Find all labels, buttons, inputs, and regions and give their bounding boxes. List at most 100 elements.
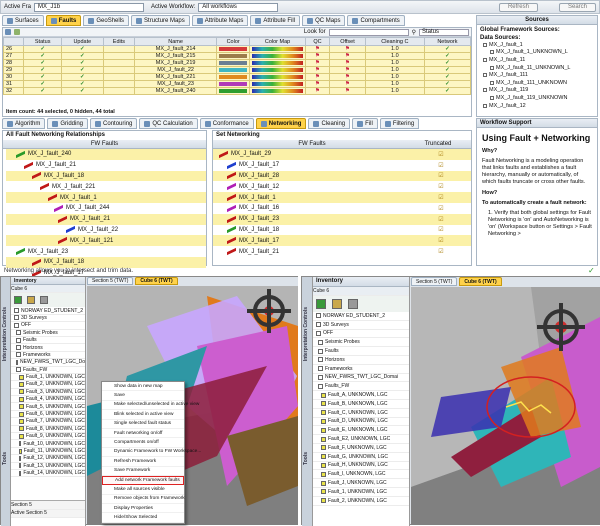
color-cell[interactable] xyxy=(216,87,251,95)
inventory-item[interactable]: 3D Surveys xyxy=(313,321,409,330)
visibility-check-icon[interactable] xyxy=(321,454,326,460)
context-menu-item[interactable]: Hide/Show Selected xyxy=(102,513,184,523)
colormap-cell[interactable] xyxy=(249,80,306,88)
settings-icon[interactable] xyxy=(40,296,48,305)
inventory-item[interactable]: Seismic Probes xyxy=(313,338,409,348)
relationship-row[interactable]: MX_J_fault_1 xyxy=(6,192,206,203)
column-header[interactable]: Color xyxy=(216,37,251,46)
column-header[interactable]: Color Map xyxy=(249,37,306,46)
status-cell[interactable]: ✓ xyxy=(23,80,63,88)
relationship-row[interactable]: MX_J_fault_121 xyxy=(6,235,206,247)
context-menu-item[interactable]: Blink selected in active view xyxy=(102,410,184,420)
visibility-check-icon[interactable] xyxy=(16,359,18,365)
tool-tab[interactable]: Filtering xyxy=(379,118,420,129)
visibility-check-icon[interactable] xyxy=(316,313,321,319)
folder-icon[interactable] xyxy=(27,296,35,305)
relationship-row[interactable]: MX_J_fault_21 xyxy=(6,160,206,171)
inventory-item[interactable]: Fault_J, UNKNOWN, LGC xyxy=(313,479,409,488)
inventory-item[interactable]: Faults xyxy=(313,347,409,356)
inventory-item[interactable]: Fault_1, UNKNOWN, LGC xyxy=(313,488,409,497)
set-network-row[interactable]: MX_J_fault_18 ☑ xyxy=(213,225,471,236)
tool-tab[interactable]: Gridding xyxy=(47,118,89,129)
visibility-check-icon[interactable] xyxy=(321,436,326,442)
visibility-check-icon[interactable] xyxy=(16,337,21,343)
visibility-check-icon[interactable] xyxy=(321,489,326,495)
set-network-row[interactable]: MX_J_fault_17 ☑ xyxy=(213,160,471,171)
qc-cell[interactable]: ⚑ xyxy=(304,73,331,81)
source-check-icon[interactable] xyxy=(483,42,487,47)
set-network-row[interactable]: MX_J_fault_21 ☑ xyxy=(213,246,471,257)
inventory-item[interactable]: Fault_2, UNKNOWN, LGC xyxy=(11,381,85,389)
inventory-item[interactable]: Fault_1, UNKNOWN, LGC xyxy=(11,374,85,382)
network-cell[interactable]: ✓ xyxy=(423,45,472,53)
column-header[interactable]: Status xyxy=(23,37,63,46)
status-cell[interactable]: ✓ xyxy=(23,52,63,60)
left-tools-tab[interactable]: Tools xyxy=(2,452,8,465)
visibility-check-icon[interactable] xyxy=(19,463,22,469)
name-cell[interactable]: MX_J_fault_219 xyxy=(134,59,218,67)
right-settings-icon[interactable] xyxy=(348,299,358,309)
context-menu-item[interactable]: Compartments on/off xyxy=(102,438,184,448)
inventory-item[interactable]: Frameworks xyxy=(313,365,409,374)
qc-cell[interactable]: ⚑ xyxy=(304,87,331,95)
truncated-checkbox[interactable]: ☑ xyxy=(438,173,444,180)
visibility-check-icon[interactable] xyxy=(321,462,326,468)
inventory-item[interactable]: Fault_7, UNKNOWN, LGC xyxy=(11,418,85,426)
source-check-icon[interactable] xyxy=(483,57,487,62)
visibility-check-icon[interactable] xyxy=(318,366,323,372)
inventory-item[interactable]: NORWAY ED_STUDENT_2 xyxy=(11,307,85,315)
main-tab[interactable]: Surfaces xyxy=(2,15,44,26)
truncated-checkbox[interactable]: ☑ xyxy=(438,195,444,202)
source-check-icon[interactable] xyxy=(490,65,494,70)
status-cell[interactable]: ✓ xyxy=(23,45,63,53)
truncated-checkbox[interactable]: ☑ xyxy=(438,249,444,256)
set-network-row[interactable]: MX_J_fault_29 ☑ xyxy=(213,149,471,160)
inventory-item[interactable]: Fault_4, UNKNOWN, LGC xyxy=(11,396,85,404)
source-item[interactable]: MX_J_fault_1_UNKNOWN_L xyxy=(480,49,594,57)
table-row[interactable]: 31 ✓ ✓ MX_J_fault_23 ⚑ ⚑ 1.0 ✓ xyxy=(2,80,472,88)
inventory-item[interactable]: Fault_8, UNKNOWN, LGC xyxy=(11,426,85,434)
qc-cell[interactable]: ⚑ xyxy=(304,66,331,74)
offset-cell[interactable]: ⚑ xyxy=(329,66,366,74)
table-row[interactable]: 26 ✓ ✓ MX_J_fault_214 ⚑ ⚑ 1.0 ✓ xyxy=(2,45,472,53)
column-header[interactable]: Update xyxy=(61,37,104,46)
offset-cell[interactable]: ⚑ xyxy=(329,59,366,67)
context-menu-item[interactable]: Display Properties xyxy=(102,504,184,514)
right-tools-tab[interactable]: Tools xyxy=(303,452,309,465)
source-check-icon[interactable] xyxy=(483,103,487,108)
truncated-checkbox[interactable]: ☑ xyxy=(438,205,444,212)
main-tab[interactable]: Attribute Maps xyxy=(191,15,249,26)
inventory-item[interactable]: Horizons xyxy=(11,344,85,352)
left-interpretation-tab[interactable]: Interpretation Controls xyxy=(2,307,8,362)
visibility-check-icon[interactable] xyxy=(321,392,326,398)
qc-cell[interactable]: ⚑ xyxy=(304,52,331,60)
table-toolbar-icon-2[interactable] xyxy=(14,29,20,35)
relationship-row[interactable]: MX_J_fault_23 xyxy=(6,246,206,257)
inventory-item[interactable]: Fault_12, UNKNOWN, LGC xyxy=(11,455,85,463)
table-row[interactable]: 30 ✓ ✓ MX_J_fault_221 ⚑ ⚑ 1.0 ✓ xyxy=(2,73,472,81)
relationship-row[interactable]: MX_J_fault_221 xyxy=(6,181,206,192)
context-menu-item[interactable]: Dynamic Framework to FW Workspace... xyxy=(102,448,201,458)
right-folder-icon[interactable] xyxy=(332,299,342,309)
inventory-item[interactable]: Fault_5, UNKNOWN, LGC xyxy=(11,403,85,411)
inventory-item[interactable]: 3D Surveys xyxy=(11,315,85,323)
visibility-check-icon[interactable] xyxy=(19,389,24,395)
active-workflow-select[interactable]: All workflows xyxy=(198,2,279,12)
offset-cell[interactable]: ⚑ xyxy=(329,45,366,53)
network-cell[interactable]: ✓ xyxy=(423,87,472,95)
context-menu-item[interactable]: Show data in new map xyxy=(102,382,184,392)
active-frame-select[interactable]: MX_J1b xyxy=(34,2,145,12)
right-add-icon[interactable] xyxy=(316,299,326,309)
visibility-check-icon[interactable] xyxy=(318,339,323,345)
qc-cell[interactable]: ⚑ xyxy=(304,45,331,53)
set-network-row[interactable]: MX_J_fault_16 ☑ xyxy=(213,203,471,214)
visibility-check-icon[interactable] xyxy=(321,471,326,477)
name-cell[interactable]: MX_J_fault_22 xyxy=(134,66,218,74)
update-cell[interactable]: ✓ xyxy=(61,52,104,60)
inventory-item[interactable]: Faults xyxy=(11,337,85,345)
inventory-item[interactable]: Frameworks xyxy=(11,352,85,360)
truncated-checkbox[interactable]: ☑ xyxy=(438,151,444,158)
source-check-icon[interactable] xyxy=(483,73,487,78)
context-menu-item[interactable]: Add network Framework faults xyxy=(102,475,184,486)
relationship-row[interactable]: MX_J_fault_18 xyxy=(6,170,206,182)
